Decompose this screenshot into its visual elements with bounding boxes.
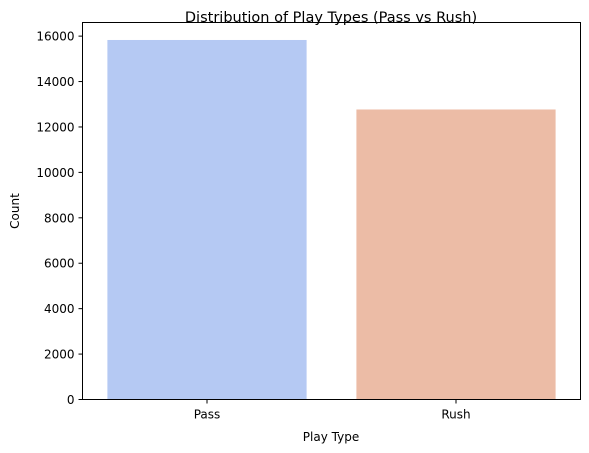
y-tick-label: 4000	[44, 302, 75, 316]
y-axis-ticks: 0 2000 4000 6000 8000 10000 12000 14000 16000	[36, 30, 83, 407]
x-tick-label: Rush	[441, 408, 470, 422]
y-tick-label: 12000	[36, 120, 74, 134]
y-tick-label: 8000	[44, 211, 75, 225]
y-tick-label: 6000	[44, 257, 75, 271]
plot-frame	[82, 22, 581, 400]
y-axis-label: Count	[8, 193, 22, 229]
bars-group	[107, 39, 556, 400]
bar-rush	[356, 109, 556, 400]
chart-title: Distribution of Play Types (Pass vs Rush…	[185, 10, 477, 26]
y-tick-label: 2000	[44, 348, 75, 362]
bar-pass	[107, 39, 307, 400]
x-tick-label: Pass	[194, 408, 221, 422]
y-tick-label: 14000	[36, 75, 74, 89]
x-axis-label: Play Type	[303, 430, 359, 444]
y-tick-label: 0	[67, 393, 75, 407]
x-axis-ticks: Pass Rush	[194, 399, 471, 422]
y-tick-label: 16000	[36, 30, 74, 44]
y-tick-label: 10000	[36, 166, 74, 180]
